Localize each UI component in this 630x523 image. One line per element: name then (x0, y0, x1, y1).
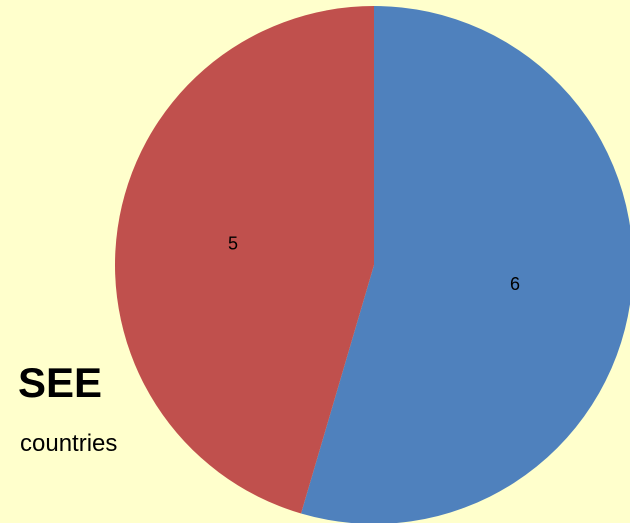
annotation-subtext: countries (20, 430, 118, 457)
slice-data-label-5: 5 (228, 233, 238, 253)
slice-data-label-6: 6 (510, 274, 520, 294)
annotation-heading: SEE (18, 359, 103, 406)
pie-slice-6 (301, 6, 630, 523)
pie-slice-5 (115, 6, 374, 514)
